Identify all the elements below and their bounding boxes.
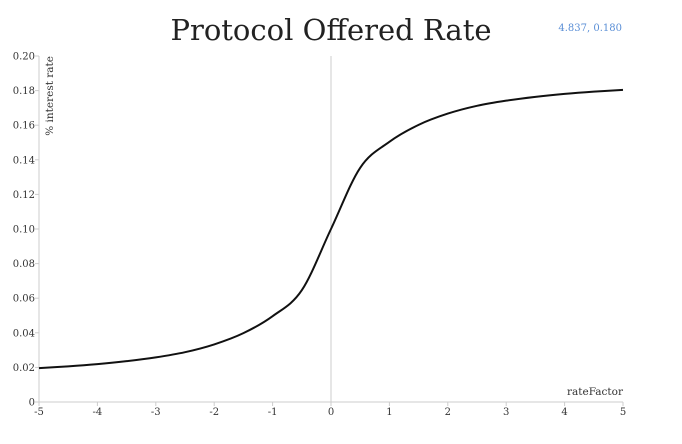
y-tick-label: 0.04 xyxy=(13,328,35,339)
y-axis-label: % interest rate xyxy=(44,56,56,136)
x-tick-label: -2 xyxy=(209,407,219,418)
cursor-coordinate-readout: 4.837, 0.180 xyxy=(558,23,622,34)
x-tick-label: -5 xyxy=(34,407,44,418)
y-tick-label: 0.06 xyxy=(13,294,35,305)
y-tick-label: 0 xyxy=(29,398,35,409)
chart-title: Protocol Offered Rate xyxy=(170,13,491,47)
y-tick-label: 0.16 xyxy=(13,121,35,132)
x-tick-label: -3 xyxy=(151,407,161,418)
y-tick-label: 0.18 xyxy=(13,86,35,97)
x-tick-label: 2 xyxy=(445,407,451,418)
y-tick-labels: 0 0.02 0.04 0.06 0.08 0.10 0.12 0.14 0.16 0.18 0.2… xyxy=(13,52,39,409)
x-tick-label: -1 xyxy=(268,407,278,418)
x-tick-labels: -5 -4 -3 -2 -1 0 1 2 3 4 5 xyxy=(34,402,626,418)
x-tick-label: 4 xyxy=(561,407,567,418)
y-tick-label: 0.12 xyxy=(13,190,35,201)
x-axis-label: rateFactor xyxy=(567,386,624,398)
y-tick-label: 0.14 xyxy=(13,155,35,166)
y-tick-label: 0.08 xyxy=(13,259,35,270)
x-tick-label: -4 xyxy=(93,407,103,418)
x-tick-label: 5 xyxy=(620,407,626,418)
x-tick-label: 0 xyxy=(328,407,334,418)
rate-curve-line xyxy=(38,88,624,370)
y-tick-label: 0.20 xyxy=(13,52,35,63)
x-tick-label: 1 xyxy=(386,407,392,418)
y-tick-label: 0.02 xyxy=(13,363,35,374)
y-tick-label: 0.10 xyxy=(13,225,35,236)
x-tick-label: 3 xyxy=(503,407,509,418)
